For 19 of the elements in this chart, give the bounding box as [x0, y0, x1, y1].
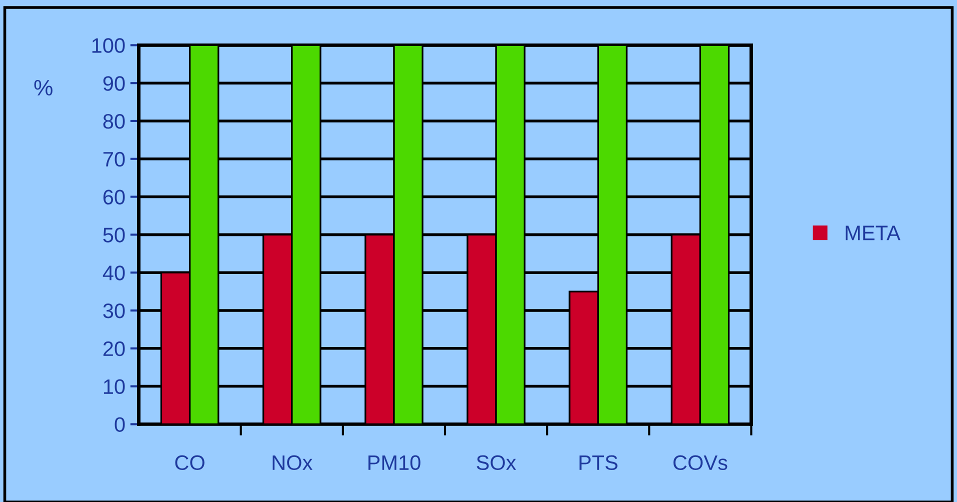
x-tick-label: SOx: [476, 455, 516, 470]
y-tick-label: 100: [92, 38, 125, 53]
y-tick-label: 60: [103, 190, 125, 205]
y-tick-label: 10: [104, 379, 125, 394]
x-tick-label: PM10: [368, 455, 420, 470]
x-tick-label: CO: [175, 455, 204, 470]
y-tick-label: 70: [103, 152, 125, 167]
x-tick-label: NOx: [272, 455, 312, 470]
y-tick-label: 90: [103, 76, 125, 91]
y-tick-label: 20: [103, 341, 125, 356]
x-tick-label: PTS: [580, 455, 618, 470]
x-tick-label: COVs: [673, 455, 728, 470]
y-tick-label: 50: [103, 228, 125, 242]
y-tick-label: 0: [114, 417, 125, 432]
y-axis-title: %: [34, 80, 52, 96]
y-tick-label: 80: [103, 114, 125, 129]
legend-label: META: [846, 226, 900, 240]
y-tick-label: 30: [103, 303, 125, 318]
y-tick-label: 40: [102, 266, 125, 280]
